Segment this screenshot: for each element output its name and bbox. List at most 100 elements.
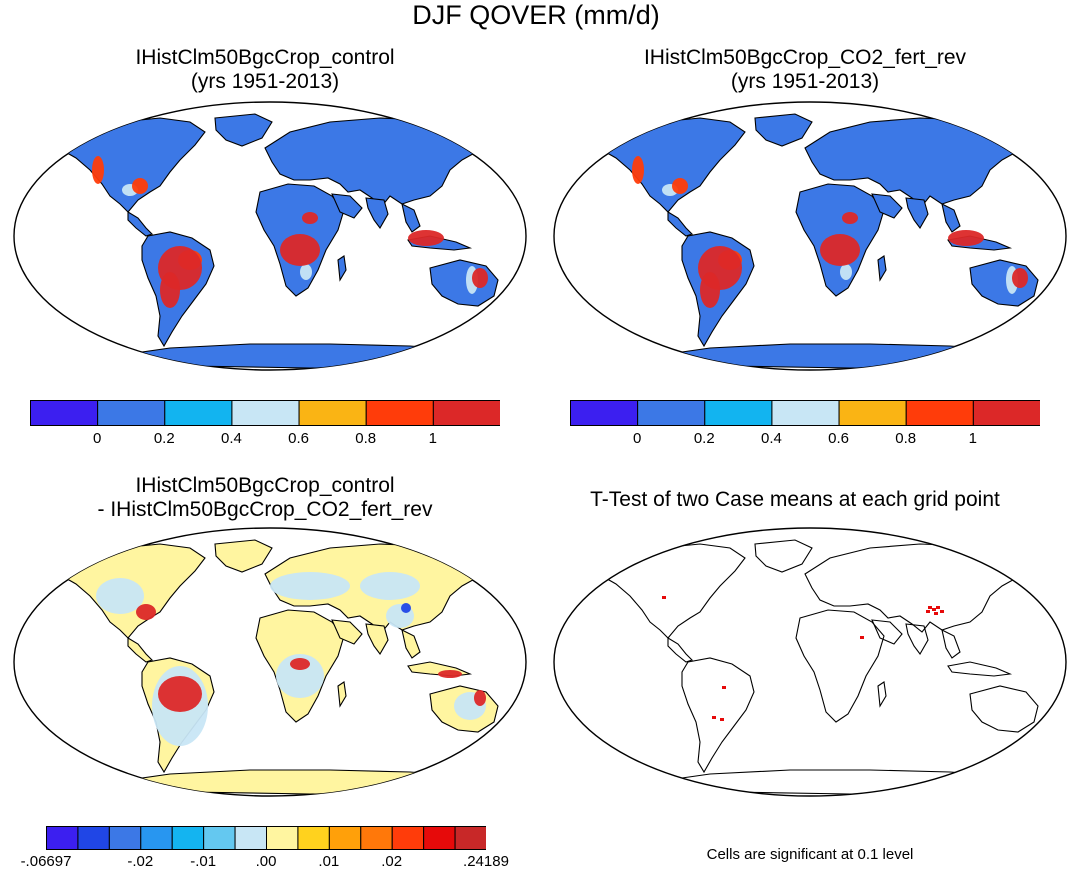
continent-centralAmerica xyxy=(127,637,154,663)
colorbar-box-6 xyxy=(234,826,267,850)
continent-madagascar xyxy=(337,681,347,708)
continents-group xyxy=(48,113,499,369)
map-panel-difference xyxy=(10,526,530,798)
moist-cells-2 xyxy=(132,178,148,194)
continent-northAmerica xyxy=(48,117,206,213)
continent-centralAmerica xyxy=(667,637,694,663)
significance-footnote: Cells are significant at 0.1 level xyxy=(706,846,914,863)
continent-greenland xyxy=(214,113,273,147)
panel-3-title: IHistClm50BgcCrop_control - IHistClm50Bg… xyxy=(30,474,500,522)
continent-madagascar xyxy=(877,681,887,708)
colorbar-tick-label: 0.8 xyxy=(895,430,917,447)
colorbar-tick-label: 0.6 xyxy=(288,430,309,447)
significant-cell-2 xyxy=(936,606,940,609)
significant-cell-7 xyxy=(722,686,726,689)
wet-cells-4 xyxy=(302,212,318,224)
colorbar-tick-label: -.06697 xyxy=(20,853,72,870)
colorbar-box-1 xyxy=(77,826,110,850)
diff-wet-cells-2 xyxy=(290,658,310,670)
map-ttest-svg xyxy=(553,527,1067,797)
significant-cell-6 xyxy=(662,596,666,599)
colorbar-co2-svg xyxy=(570,400,1042,426)
wet-cells-2 xyxy=(820,234,860,266)
diff-light-cells-0 xyxy=(96,578,144,614)
map-diff-svg xyxy=(13,527,527,797)
colorbar-tick-label: .02 xyxy=(381,853,403,870)
colorbar-box-4 xyxy=(838,400,907,426)
significant-cell-0 xyxy=(928,606,932,609)
colorbar-control-svg xyxy=(30,400,502,426)
diff-light-cells-1 xyxy=(270,572,350,600)
colorbar-box-3 xyxy=(771,400,840,426)
colorbar-tick-label: 0.6 xyxy=(828,430,849,447)
wet-cells-5 xyxy=(1012,268,1028,288)
colorbar-box-4 xyxy=(298,400,367,426)
continent-australia xyxy=(969,685,1039,733)
colorbar-box-9 xyxy=(328,826,362,850)
wet-cells-4 xyxy=(842,212,858,224)
diff-light-cells-4 xyxy=(276,654,324,698)
continent-india xyxy=(905,197,929,229)
light-cells-2 xyxy=(300,264,312,280)
significant-cell-4 xyxy=(926,610,930,613)
colorbar-box-8 xyxy=(297,826,330,850)
colorbar-tick-label: .00 xyxy=(255,853,277,870)
continent-india xyxy=(365,623,389,655)
significant-cell-5 xyxy=(934,612,938,615)
colorbar-tick-label: 1 xyxy=(968,430,978,447)
colorbar-box-5 xyxy=(365,400,434,426)
continent-centralAmerica xyxy=(127,211,154,237)
colorbar-tick-label: -.01 xyxy=(190,853,217,870)
moist-cells-2 xyxy=(672,178,688,194)
colorbar-tick-label: 0.2 xyxy=(153,430,175,447)
continent-madagascar xyxy=(877,255,887,282)
colorbar-box-6 xyxy=(972,400,1042,426)
light-cells-2 xyxy=(840,264,852,280)
colorbar-control: 0 0.2 0.4 0.6 0.8 1 xyxy=(30,400,502,460)
panel-1-title: IHistClm50BgcCrop_control (yrs 1951-2013… xyxy=(30,46,500,94)
continent-india xyxy=(905,623,929,655)
colorbar-box-3 xyxy=(231,400,300,426)
panel-1-title-line1: IHistClm50BgcCrop_control xyxy=(135,46,395,69)
wet-cells-3 xyxy=(408,230,444,246)
continent-northAmerica xyxy=(588,543,746,639)
diff-light-cells-2 xyxy=(360,572,420,600)
continent-seAsia xyxy=(401,202,421,233)
colorbar-box-5 xyxy=(203,826,236,850)
panel-4-title-line1: T-Test of two Case means at each grid po… xyxy=(590,488,1000,511)
continent-arabia xyxy=(871,619,903,645)
continent-arabia xyxy=(871,193,903,219)
colorbar-diff-svg xyxy=(46,826,488,850)
moist-cells-1 xyxy=(92,156,104,184)
globe-outline xyxy=(553,527,1067,797)
colorbar-box-5 xyxy=(905,400,974,426)
colorbar-box-0 xyxy=(570,400,639,426)
continent-indonesia xyxy=(947,661,1013,677)
continent-seAsia xyxy=(941,202,961,233)
colorbar-tick-label: -.02 xyxy=(127,853,154,870)
panel-3-title-line1: IHistClm50BgcCrop_control xyxy=(135,474,395,497)
colorbar-box-3 xyxy=(140,826,173,850)
significant-cell-3 xyxy=(940,610,944,613)
colorbar-box-1 xyxy=(97,400,166,426)
colorbar-box-13 xyxy=(454,826,488,850)
significant-cell-10 xyxy=(712,716,716,719)
continent-india xyxy=(365,197,389,229)
diff-wet-cells-3 xyxy=(438,670,462,678)
map-panel-ttest xyxy=(550,526,1070,798)
continent-arabia xyxy=(331,619,363,645)
colorbar-tick-label: 0.2 xyxy=(693,430,715,447)
map-control-svg xyxy=(13,101,527,371)
panel-3-title-line2: - IHistClm50BgcCrop_CO2_fert_rev xyxy=(97,498,433,521)
diff-wet-cells-1 xyxy=(136,604,156,620)
continent-seAsia xyxy=(401,628,421,659)
colorbar-tick-label: .24189 xyxy=(463,853,509,870)
panel-2-title: IHistClm50BgcCrop_CO2_fert_rev (yrs 1951… xyxy=(570,46,1040,94)
continent-madagascar xyxy=(337,255,347,282)
colorbar-diff: -.06697 -.02 -.01 .00 .01 .02 .24189 xyxy=(21,826,509,874)
colorbar-box-2 xyxy=(108,826,142,850)
wet-cells-3 xyxy=(948,230,984,246)
continent-africa xyxy=(795,609,885,723)
panel-4-title: T-Test of two Case means at each grid po… xyxy=(540,488,1050,512)
colorbar-box-10 xyxy=(360,826,393,850)
